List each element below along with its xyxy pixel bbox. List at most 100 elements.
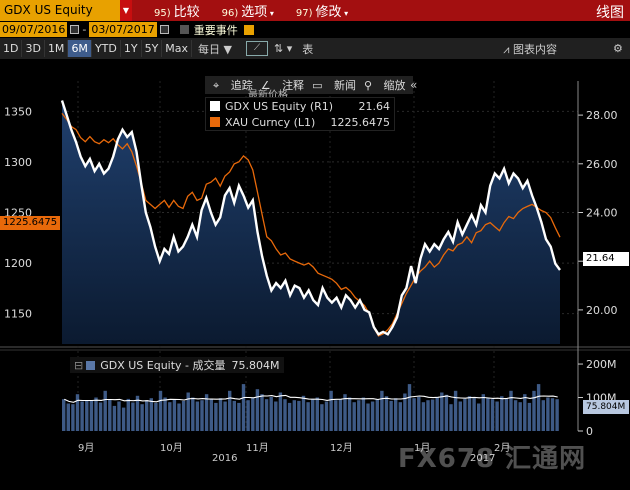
latest-price-label: 最新价格 (248, 90, 288, 101)
volume-bar (108, 399, 112, 431)
annotate-tool[interactable]: ∠ 注释 (260, 79, 305, 92)
volume-bar (126, 398, 130, 431)
volume-bar (140, 404, 144, 431)
volume-bar (112, 405, 117, 431)
volume-bar (398, 402, 402, 431)
volume-bar (214, 402, 218, 431)
volume-bar (121, 407, 126, 431)
right-axis-tick: 20.00 (586, 304, 618, 317)
volume-bar (370, 401, 375, 431)
volume-swatch (86, 360, 96, 370)
collapse-icon[interactable]: « (410, 78, 418, 92)
volume-bar (417, 396, 421, 431)
volume-bar (237, 402, 241, 431)
volume-bar (357, 400, 361, 431)
right-axis-tick: 24.00 (586, 207, 618, 220)
ticker-field[interactable]: GDX US Equity (0, 0, 120, 21)
period-ytd[interactable]: YTD (92, 40, 121, 57)
options-menu[interactable]: 96) 选项 ▾ (221, 5, 274, 20)
volume-bar (117, 401, 121, 431)
xau-last-price-tag: 1225.6475 (0, 216, 61, 230)
volume-bar (269, 396, 273, 431)
volume-bar (89, 400, 94, 431)
left-axis-tick: 1200 (4, 257, 32, 270)
period-6m[interactable]: 6M (68, 40, 92, 57)
volume-bar (71, 404, 75, 431)
events-toggle-icon[interactable] (179, 25, 189, 34)
volume-bar (463, 398, 467, 431)
calendar-icon[interactable] (70, 25, 80, 34)
volume-bar (472, 398, 476, 431)
legend-item-gdx: GDX US Equity (R1) 21.64 (206, 98, 394, 114)
volume-bar (103, 390, 107, 431)
period-1y[interactable]: 1Y (121, 40, 142, 57)
start-date-field[interactable]: 09/07/2016 (0, 22, 68, 37)
volume-bar (204, 394, 209, 431)
line-tool-icon[interactable]: ⟋ (246, 41, 269, 56)
settings-gear-icon[interactable]: ⚙ (612, 42, 623, 55)
volume-bar (85, 400, 89, 431)
end-date-field[interactable]: 03/07/2017 (89, 22, 157, 37)
volume-axis-tick: 200M (586, 358, 617, 371)
track-tool[interactable]: ⌖ 追踪 (213, 79, 253, 92)
right-axis-tick: 28.00 (586, 109, 618, 122)
volume-bar (366, 403, 370, 431)
right-axis-tick: 26.00 (586, 158, 618, 171)
news-tool[interactable]: ▭ 新闻 (312, 79, 356, 92)
volume-bar (181, 400, 186, 431)
compare-menu[interactable]: 95) 比较 (154, 5, 200, 20)
volume-bar (412, 398, 416, 431)
watermark: FX678 汇通网 (398, 444, 587, 474)
volume-bar (343, 394, 347, 431)
zoom-tool[interactable]: ⚲ 缩放 (363, 79, 406, 92)
x-axis-month-label: 9月 (78, 443, 95, 454)
xau-series-line (61, 112, 561, 337)
volume-bar (426, 400, 430, 431)
volume-bar (536, 384, 541, 431)
period-5y[interactable]: 5Y (142, 40, 163, 57)
collapse-square-icon[interactable]: ⊟ (74, 358, 84, 372)
volume-bar (228, 390, 232, 431)
volume-bar (338, 399, 343, 431)
table-button[interactable]: 表 (302, 42, 314, 56)
volume-bar (500, 396, 504, 431)
volume-bar (274, 401, 278, 431)
volume-bar (403, 393, 407, 431)
volume-bar (523, 394, 527, 431)
bar-chart-icon[interactable]: ⇅ ▾ (274, 42, 293, 55)
chart-tools-bar: ⌖ 追踪 ∠ 注释 ▭ 新闻 ⚲ 缩放 (205, 76, 413, 94)
volume-bar (145, 400, 149, 431)
volume-bar (66, 403, 70, 431)
volume-bar (260, 394, 264, 431)
ticker-dropdown-icon[interactable]: ▼ (120, 0, 132, 21)
legend-swatch (210, 101, 220, 111)
volume-bar (241, 384, 246, 431)
x-axis-month-label: 10月 (160, 443, 183, 454)
legend-swatch (210, 117, 220, 127)
calendar-icon[interactable] (159, 25, 169, 34)
edit-menu[interactable]: 97) 修改 ▾ (295, 5, 349, 20)
volume-bar (430, 399, 435, 431)
volume-bar (218, 398, 223, 431)
chart-type-label: 线图 (596, 5, 624, 21)
volume-bar (135, 395, 140, 431)
volume-average-line (64, 394, 558, 403)
volume-axis-tick: 0 (586, 425, 593, 438)
volume-bar (255, 389, 260, 431)
chart-contents-button[interactable]: ⩘ 图表内容 (503, 42, 557, 56)
period-1d[interactable]: 1D (0, 40, 23, 57)
volume-bar (209, 399, 213, 431)
volume-bar (394, 398, 398, 431)
volume-bar (158, 390, 163, 431)
gdx-last-price-tag: 21.64 (583, 252, 629, 266)
volume-bar (347, 397, 352, 431)
volume-bar (149, 398, 153, 431)
period-3d[interactable]: 3D (22, 40, 45, 57)
period-max[interactable]: Max (162, 40, 193, 57)
volume-bar (453, 390, 458, 431)
info-icon[interactable] (243, 24, 254, 35)
volume-bar (334, 400, 338, 431)
period-1m[interactable]: 1M (45, 40, 69, 57)
volume-bar (518, 402, 522, 431)
interval-select[interactable]: 每日 ▼ (198, 42, 233, 56)
